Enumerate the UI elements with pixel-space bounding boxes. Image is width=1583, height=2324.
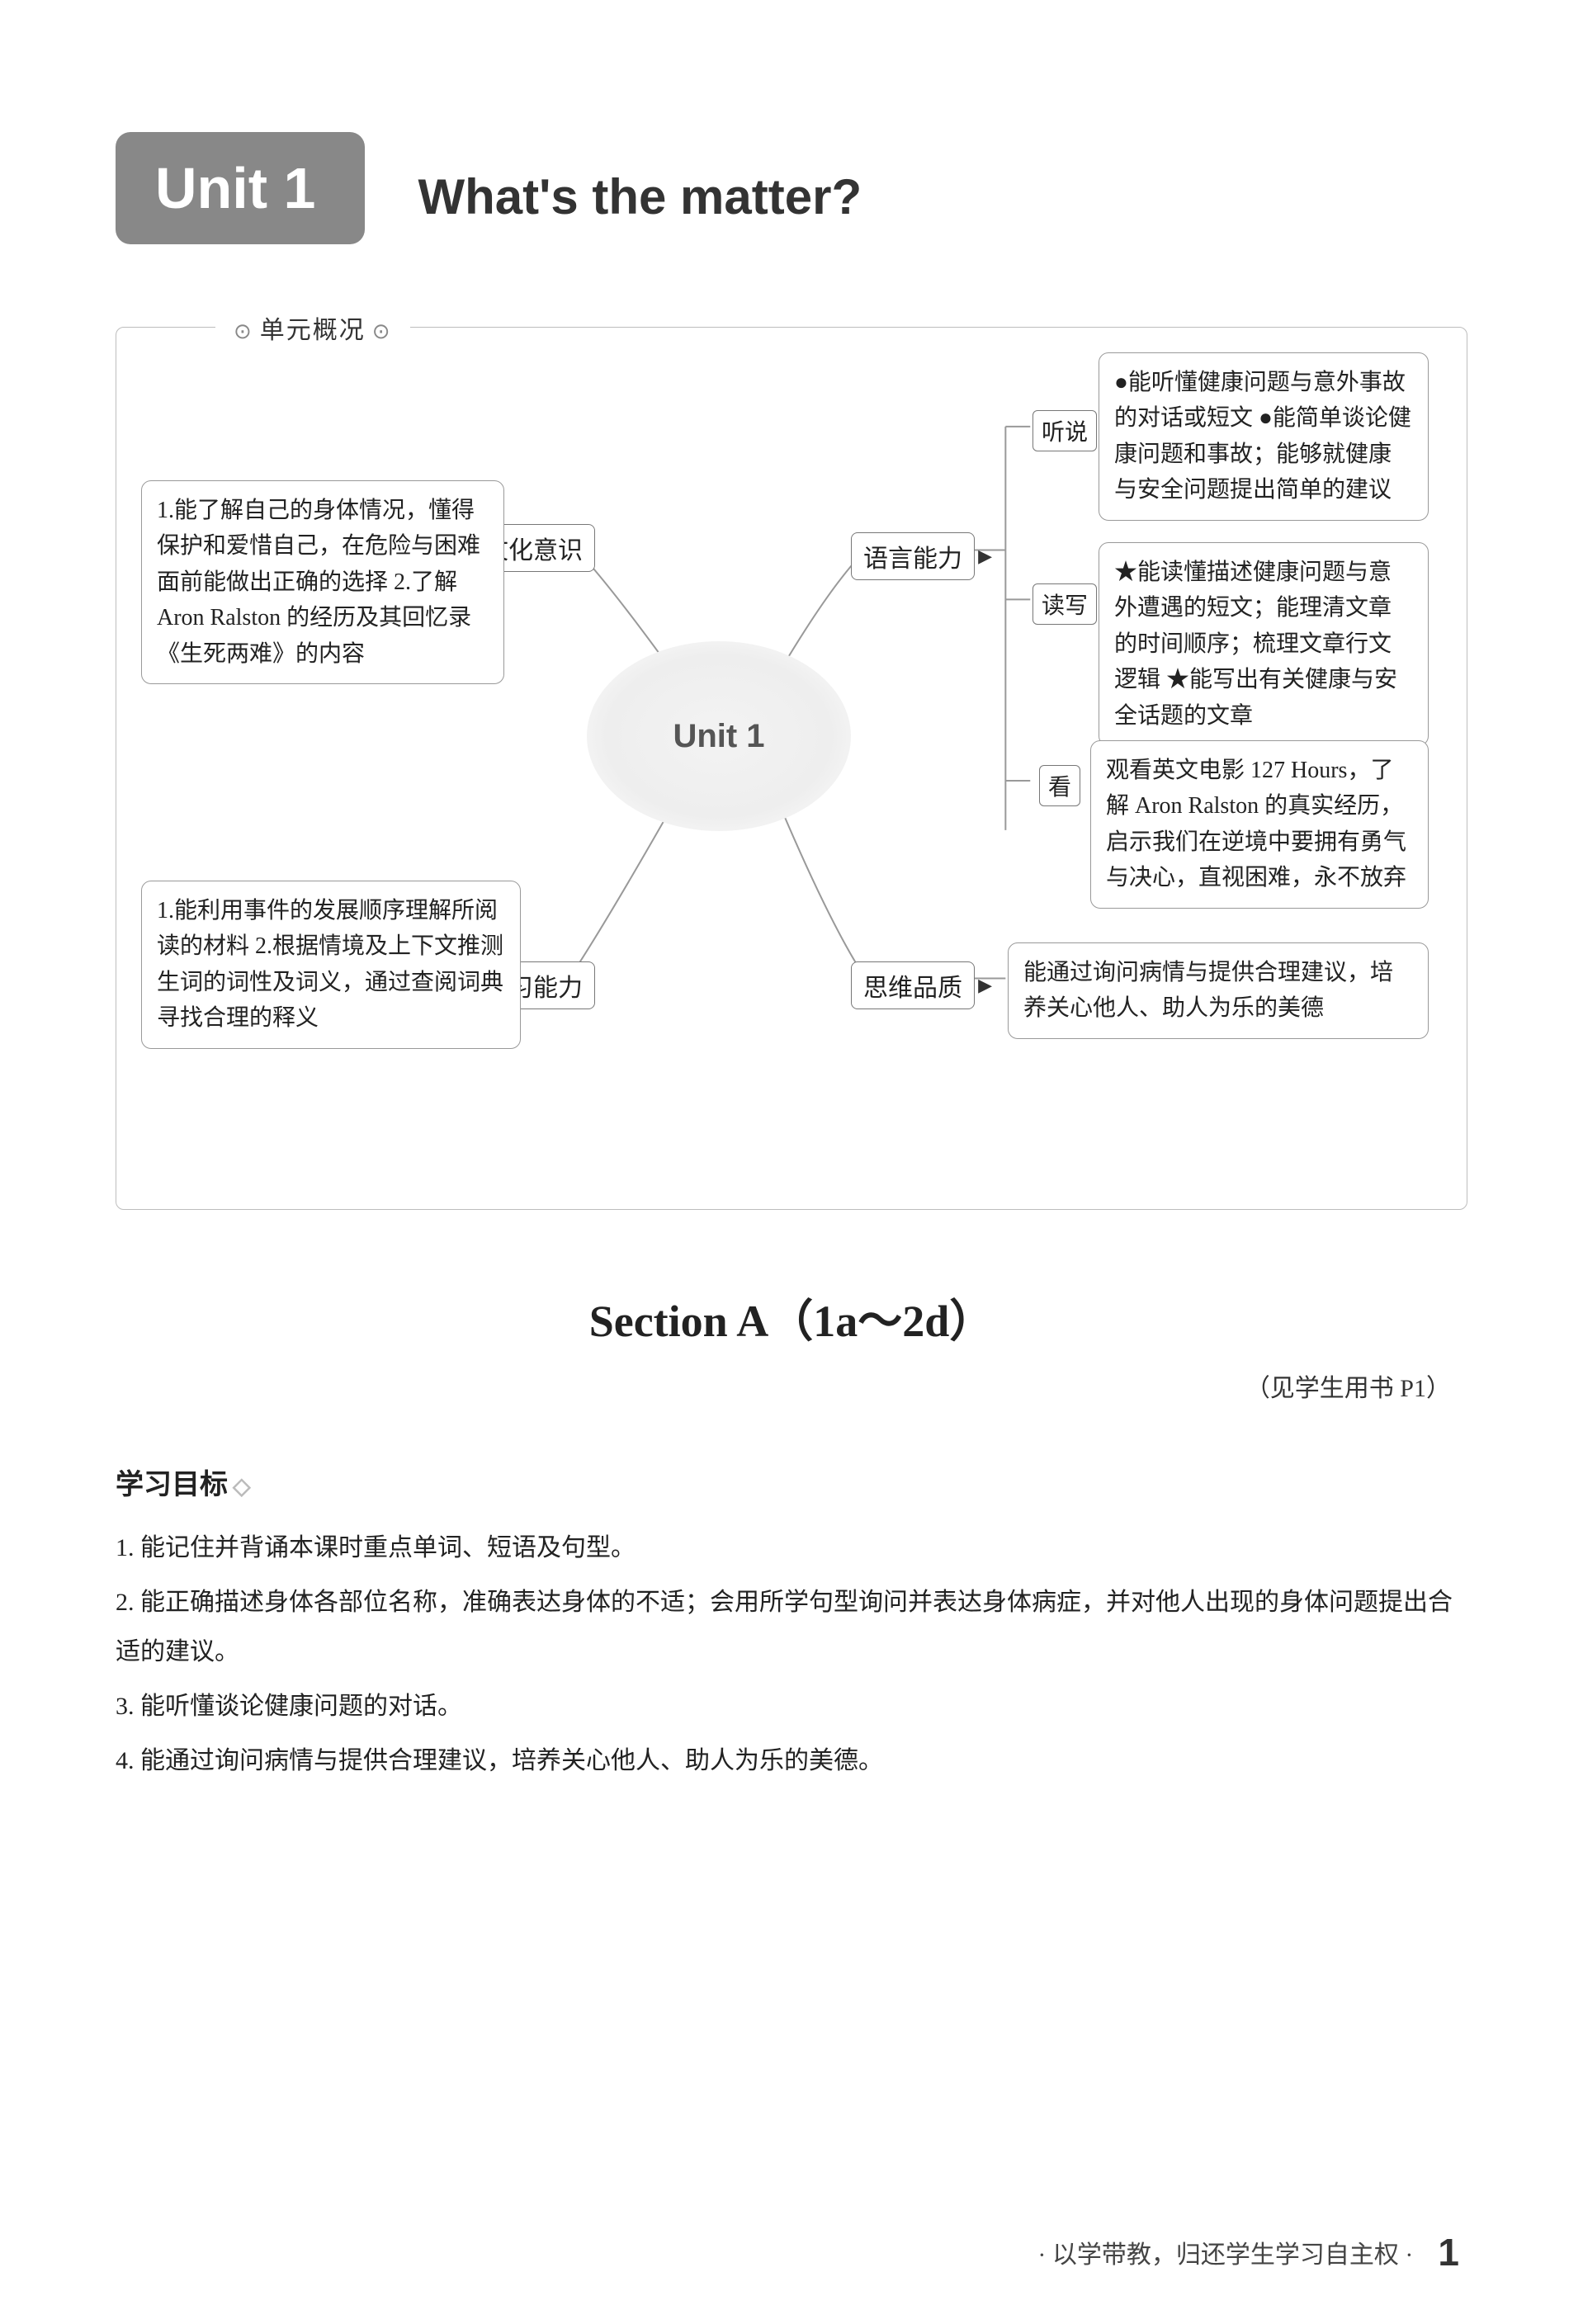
node-thinking: 思维品质 xyxy=(851,961,975,1009)
leaf-culture: 1.能了解自己的身体情况，懂得保护和爱惜自己，在危险与困难面前能做出正确的选择 … xyxy=(141,480,504,684)
page-footer: 以学带教，归还学生学习自主权 1 xyxy=(1037,2230,1459,2274)
footer-motto: 以学带教，归还学生学习自主权 xyxy=(1037,2234,1413,2270)
leaf-listen-speak: ●能听懂健康问题与意外事故的对话或短文 ●能简单谈论健康问题和事故；能够就健康与… xyxy=(1099,352,1429,521)
subnode-listen-speak: 听说 xyxy=(1032,410,1097,451)
goal-item: 1. 能记住并背诵本课时重点单词、短语及句型。 xyxy=(116,1523,1467,1573)
goal-item: 4. 能通过询问病情与提供合理建议，培养关心他人、助人为乐的美德。 xyxy=(116,1736,1467,1786)
leaf-thinking: 能通过询问病情与提供合理建议，培养关心他人、助人为乐的美德 xyxy=(1008,942,1429,1039)
overview-diagram: Unit 1 文化意识 语言能力 学习能力 思维品质 听说 读写 看 1.能了解… xyxy=(141,369,1442,1168)
goals-heading: 学习目标◇ xyxy=(116,1462,1467,1502)
goals-list: 1. 能记住并背诵本课时重点单词、短语及句型。 2. 能正确描述身体各部位名称，… xyxy=(116,1523,1467,1786)
unit-title: What's the matter? xyxy=(418,168,862,225)
goals-heading-text: 学习目标 xyxy=(116,1469,228,1500)
leaf-watch: 观看英文电影 127 Hours，了解 Aron Ralston 的真实经历，启… xyxy=(1090,740,1429,909)
diamond-icon: ◇ xyxy=(233,1473,251,1499)
section-title: Section A（1a～2d） xyxy=(116,1284,1467,1349)
page-header: Unit 1 What's the matter? xyxy=(116,124,1467,236)
diagram-center: Unit 1 xyxy=(587,641,851,831)
subnode-read-write: 读写 xyxy=(1032,583,1097,625)
subnode-watch: 看 xyxy=(1039,765,1080,806)
section-ref: （见学生用书 P1） xyxy=(116,1367,1467,1404)
goal-item: 2. 能正确描述身体各部位名称，准确表达身体的不适；会用所学句型询问并表达身体病… xyxy=(116,1578,1467,1677)
unit-overview: 单元概况 xyxy=(116,327,1467,1210)
leaf-learning: 1.能利用事件的发展顺序理解所阅读的材料 2.根据情境及上下文推测生词的词性及词… xyxy=(141,881,521,1049)
leaf-read-write: ★能读懂描述健康问题与意外遭遇的短文；能理清文章的时间顺序；梳理文章行文逻辑 ★… xyxy=(1099,542,1429,746)
goal-item: 3. 能听懂谈论健康问题的对话。 xyxy=(116,1682,1467,1731)
unit-badge: Unit 1 xyxy=(116,132,365,244)
page-number: 1 xyxy=(1438,2230,1459,2274)
node-language: 语言能力 xyxy=(851,532,975,580)
overview-label: 单元概况 xyxy=(215,309,410,346)
